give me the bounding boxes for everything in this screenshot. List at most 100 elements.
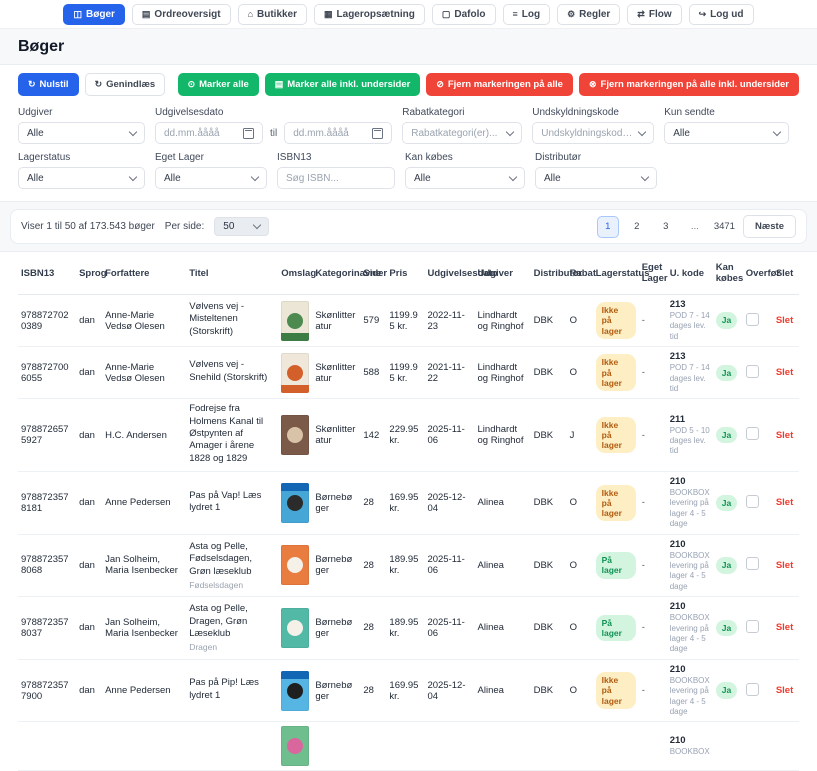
nav-tab-icon: ↪	[699, 10, 707, 19]
filter-select[interactable]: Alle	[664, 122, 789, 144]
column-header: Sprog	[76, 252, 102, 295]
buyable-badge: Ja	[716, 682, 737, 698]
nav-tab[interactable]: ≡ Log	[503, 4, 551, 25]
discount-value: O	[570, 367, 577, 378]
toolbar-button[interactable]: ⊗ Fjern markeringen på alle inkl. unders…	[579, 73, 799, 96]
filter-select[interactable]: Alle	[155, 167, 267, 189]
excuse-code-value: 210	[670, 601, 710, 612]
nav-tab[interactable]: ◫ Bøger	[63, 4, 124, 25]
delete-link[interactable]: Slet	[776, 315, 793, 326]
category-value: Børnebøger	[315, 680, 352, 702]
filter-select[interactable]: Alle	[535, 167, 657, 189]
excuse-code-value: 210	[670, 539, 710, 550]
page-button[interactable]: 3	[655, 216, 677, 238]
nav-tab[interactable]: ↪ Log ud	[689, 4, 754, 25]
chevron-down-icon	[251, 172, 259, 180]
book-cover[interactable]	[281, 353, 309, 393]
filter-select-value: Alle	[27, 173, 44, 184]
filter-label: Distributør	[535, 152, 657, 163]
cover-band	[281, 385, 309, 393]
excuse-code-description: BOOKBOX levering på lager 4 - 5 dage	[670, 613, 710, 655]
table-row: 9788723578181 dan Anne Pedersen Pas på V…	[18, 472, 799, 535]
nav-tab[interactable]: ▤ Ordreoversigt	[132, 4, 231, 25]
category-value: Børnebøger	[315, 492, 352, 514]
title-value: Asta og Pelle, Fødselsdagen, Grøn læsekl…	[189, 541, 275, 578]
book-cover[interactable]	[281, 608, 309, 648]
nav-tab[interactable]: ⚙ Regler	[557, 4, 620, 25]
book-cover[interactable]	[281, 726, 309, 766]
buyable-badge: Ja	[716, 557, 737, 573]
excuse-code-value: 210	[670, 476, 710, 487]
per-page-label: Per side:	[165, 221, 204, 232]
excuse-code-value: 210	[670, 664, 710, 675]
transfer-checkbox[interactable]	[746, 365, 759, 378]
toolbar-button[interactable]: ↻ Genindlæs	[85, 73, 166, 96]
cover-art	[287, 683, 303, 699]
nav-tab[interactable]: ▢ Dafolo	[432, 4, 496, 25]
filter-select[interactable]: Alle	[405, 167, 525, 189]
search-isbn-input[interactable]: Søg ISBN...	[277, 167, 395, 189]
filter-select[interactable]: Rabatkategori(er)...	[402, 122, 522, 144]
page-button[interactable]: 3471	[713, 216, 736, 238]
nav-tab[interactable]: ▦ Lageropsætning	[314, 4, 425, 25]
filter-select[interactable]: Undskyldningskode(r)...	[532, 122, 654, 144]
transfer-checkbox[interactable]	[746, 427, 759, 440]
language-value: dan	[79, 315, 95, 326]
nav-tab[interactable]: ⌂ Butikker	[238, 4, 307, 25]
page-button[interactable]: 2	[626, 216, 648, 238]
nav-tab[interactable]: ⇄ Flow	[627, 4, 681, 25]
nav-tab-label: Dafolo	[454, 9, 485, 20]
excuse-code-description: POD 5 - 10 dages lev. tid	[670, 426, 710, 457]
chevron-down-icon	[129, 172, 137, 180]
date-from-input[interactable]: dd.mm.åååå	[155, 122, 263, 144]
next-page-button[interactable]: Næste	[743, 215, 796, 238]
book-cover[interactable]	[281, 415, 309, 455]
date-to-input[interactable]: dd.mm.åååå	[284, 122, 392, 144]
excuse-code-value: 213	[670, 351, 710, 362]
transfer-checkbox[interactable]	[746, 495, 759, 508]
excuse-code-value: 213	[670, 299, 710, 310]
chevron-down-icon	[509, 172, 517, 180]
publisher-value: Lindhardt og Ringhof	[478, 310, 524, 332]
toolbar-button[interactable]: ⊘ Fjern markeringen på alle	[426, 73, 573, 96]
delete-link[interactable]: Slet	[776, 622, 793, 633]
column-header: Eget Lager	[639, 252, 667, 295]
toolbar-button[interactable]: ▤ Marker alle inkl. undersider	[265, 73, 421, 96]
filter-label: Undskyldningskode	[532, 107, 654, 118]
nav-tab-icon: ▤	[142, 10, 151, 19]
toolbar-button[interactable]: ↻ Nulstil	[18, 73, 79, 96]
stock-status-badge: På lager	[596, 615, 636, 641]
isbn-value: 9788727020389	[21, 310, 69, 332]
buyable-badge: Ja	[716, 495, 737, 511]
nav-tab-label: Bøger	[86, 9, 115, 20]
transfer-checkbox[interactable]	[746, 683, 759, 696]
own-stock-value: -	[642, 560, 645, 571]
filter-select[interactable]: Alle	[18, 122, 145, 144]
delete-link[interactable]: Slet	[776, 497, 793, 508]
book-cover[interactable]	[281, 671, 309, 711]
date-from-placeholder: dd.mm.åååå	[164, 128, 220, 139]
price-value: 169.95 kr.	[389, 492, 418, 514]
delete-link[interactable]: Slet	[776, 560, 793, 571]
nav-tab-label: Flow	[649, 9, 672, 20]
per-page-select[interactable]: 50	[214, 217, 269, 236]
delete-link[interactable]: Slet	[776, 685, 793, 696]
book-cover[interactable]	[281, 483, 309, 523]
isbn-value: 9788726575927	[21, 424, 69, 446]
book-cover[interactable]	[281, 301, 309, 341]
delete-link[interactable]: Slet	[776, 367, 793, 378]
chevron-down-icon	[129, 127, 137, 135]
transfer-checkbox[interactable]	[746, 313, 759, 326]
pages-value: 142	[363, 430, 379, 441]
book-cover[interactable]	[281, 545, 309, 585]
own-stock-value: -	[642, 367, 645, 378]
nav-tab-icon: ⌂	[248, 10, 253, 19]
filter-select-value: Rabatkategori(er)...	[411, 128, 497, 139]
filter-select-value: Alle	[164, 173, 181, 184]
delete-link[interactable]: Slet	[776, 430, 793, 441]
filter-select[interactable]: Alle	[18, 167, 145, 189]
page-button[interactable]: 1	[597, 216, 619, 238]
toolbar-button[interactable]: ⊙ Marker alle	[178, 73, 259, 96]
transfer-checkbox[interactable]	[746, 620, 759, 633]
transfer-checkbox[interactable]	[746, 557, 759, 570]
